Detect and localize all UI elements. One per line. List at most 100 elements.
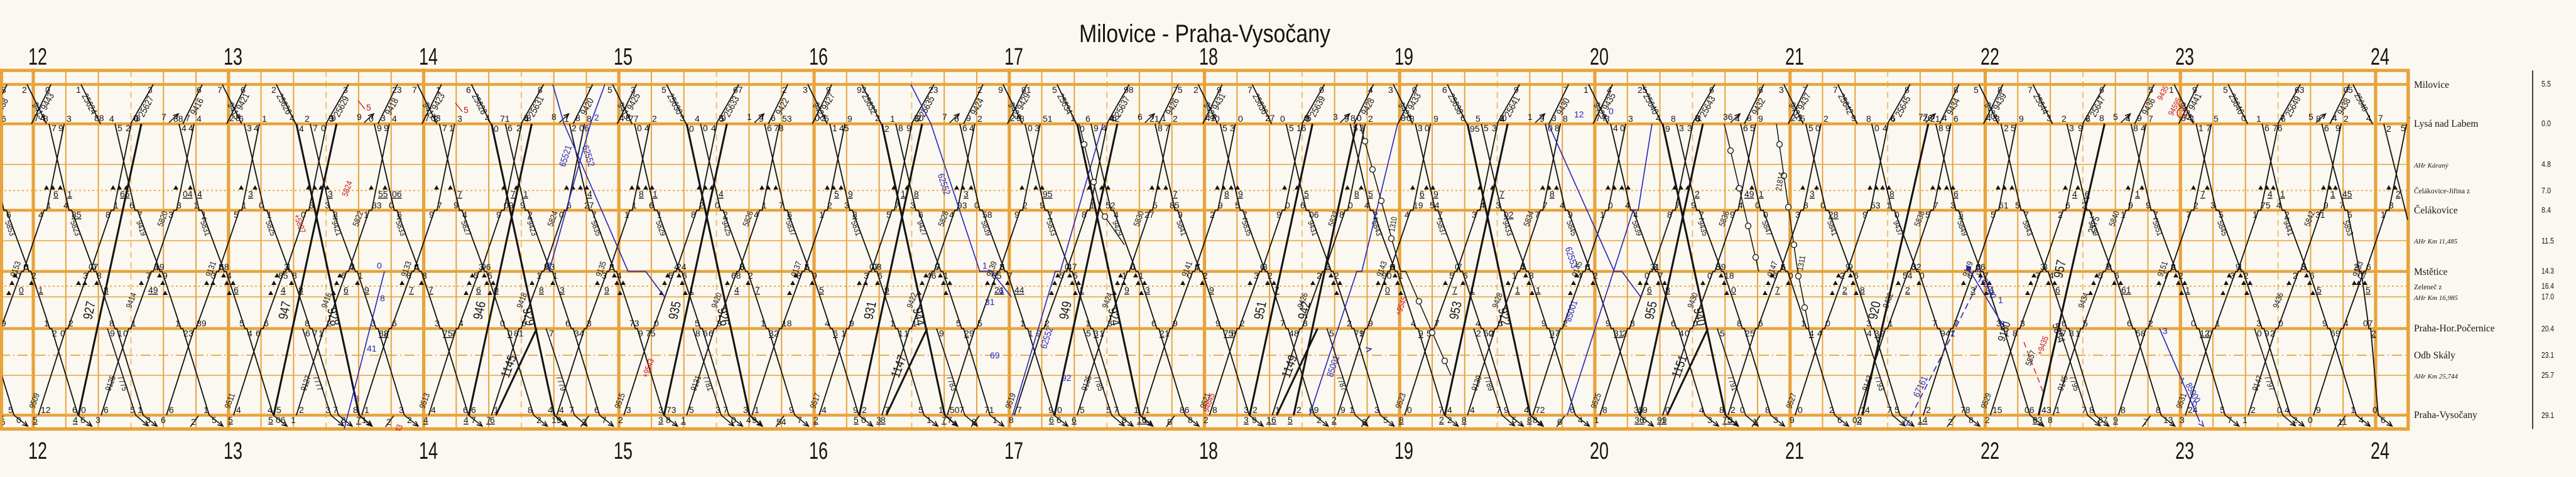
svg-text:4: 4	[299, 124, 304, 134]
svg-text:8: 8	[333, 210, 338, 220]
svg-text:5: 5	[918, 405, 923, 415]
svg-text:4: 4	[1809, 328, 1814, 338]
svg-text:16: 16	[809, 438, 828, 464]
svg-text:0: 0	[815, 113, 820, 123]
svg-text:0: 0	[2257, 328, 2262, 338]
svg-text:32: 32	[1911, 262, 1921, 272]
svg-text:12: 12	[28, 438, 47, 464]
svg-text:6: 6	[466, 85, 471, 95]
svg-text:8: 8	[341, 415, 346, 425]
svg-text:9: 9	[2171, 262, 2176, 272]
svg-text:2: 2	[1010, 113, 1015, 123]
svg-text:4: 4	[1480, 200, 1485, 210]
svg-text:2: 2	[126, 123, 131, 133]
svg-text:2: 2	[884, 124, 889, 134]
svg-text:0: 0	[16, 271, 21, 281]
svg-text:68: 68	[219, 262, 229, 272]
svg-text:8: 8	[1719, 405, 1724, 415]
svg-text:9: 9	[939, 328, 944, 338]
svg-text:6: 6	[954, 114, 959, 124]
svg-text:1: 1	[819, 210, 824, 220]
svg-text:9: 9	[1606, 318, 1611, 328]
svg-text:2: 2	[964, 328, 969, 338]
svg-text:8: 8	[538, 85, 543, 95]
svg-text:4: 4	[1364, 200, 1369, 210]
svg-text:1: 1	[1070, 113, 1075, 123]
svg-text:7: 7	[1435, 318, 1440, 328]
svg-text:7: 7	[1499, 189, 1504, 199]
svg-text:3: 3	[803, 85, 808, 95]
svg-text:2: 2	[875, 113, 880, 123]
svg-text:9: 9	[2335, 328, 2340, 338]
svg-text:4: 4	[1289, 328, 1294, 338]
svg-text:Praha-Hor.Počernice: Praha-Hor.Počernice	[2414, 323, 2495, 334]
svg-text:2: 2	[1253, 405, 1258, 415]
svg-text:6: 6	[2085, 189, 2090, 199]
svg-text:3: 3	[136, 113, 141, 123]
svg-text:0: 0	[1820, 200, 1825, 210]
svg-text:2: 2	[1948, 417, 1953, 427]
svg-text:1: 1	[761, 318, 766, 328]
svg-text:1: 1	[1085, 318, 1090, 328]
svg-text:6: 6	[999, 286, 1004, 296]
svg-text:1: 1	[1028, 328, 1033, 338]
svg-text:Praha-Vysočany: Praha-Vysočany	[2414, 410, 2477, 421]
svg-text:Milovice - Praha-Vysočany: Milovice - Praha-Vysočany	[1079, 20, 1330, 48]
svg-text:6: 6	[2065, 200, 2070, 210]
svg-text:2: 2	[1976, 262, 1981, 272]
svg-text:53: 53	[782, 114, 792, 124]
svg-text:8: 8	[1231, 328, 1236, 338]
svg-text:4: 4	[1470, 405, 1475, 415]
svg-text:4: 4	[197, 189, 202, 199]
svg-text:0: 0	[1407, 405, 1412, 415]
svg-text:2: 2	[1203, 271, 1208, 281]
svg-text:6: 6	[1773, 271, 1778, 281]
svg-text:5: 5	[2148, 85, 2153, 95]
svg-text:2: 2	[1842, 285, 1847, 295]
svg-text:6: 6	[1758, 318, 1763, 328]
svg-text:2: 2	[977, 85, 982, 95]
svg-text:6: 6	[2381, 415, 2386, 425]
svg-text:8: 8	[1997, 85, 2003, 95]
svg-text:5: 5	[228, 415, 233, 425]
svg-text:78: 78	[774, 123, 784, 133]
svg-text:5: 5	[1235, 200, 1240, 210]
svg-text:5: 5	[977, 318, 982, 328]
svg-text:9: 9	[935, 262, 940, 272]
svg-text:9: 9	[454, 200, 459, 210]
svg-text:1: 1	[67, 189, 72, 199]
svg-text:9: 9	[1643, 405, 1648, 415]
svg-text:7: 7	[587, 85, 592, 95]
svg-text:2: 2	[572, 123, 577, 133]
svg-text:9: 9	[1418, 328, 1423, 338]
svg-text:7: 7	[942, 415, 947, 425]
svg-text:9: 9	[2137, 113, 2142, 123]
svg-text:2: 2	[1489, 328, 1494, 338]
svg-text:8: 8	[2099, 113, 2104, 123]
svg-text:7: 7	[2148, 114, 2153, 124]
svg-text:Čelákovice-Jiřina z: Čelákovice-Jiřina z	[2414, 186, 2470, 195]
svg-text:73: 73	[629, 318, 639, 328]
svg-text:0: 0	[2372, 405, 2378, 415]
svg-text:28: 28	[1829, 210, 1839, 220]
svg-text:6: 6	[264, 318, 269, 328]
svg-text:5: 5	[1750, 328, 1755, 338]
svg-text:5.5: 5.5	[2541, 80, 2551, 88]
svg-text:3: 3	[371, 318, 376, 328]
svg-text:6: 6	[918, 210, 923, 220]
svg-text:1: 1	[1998, 295, 2003, 305]
svg-text:7: 7	[1114, 405, 1119, 415]
svg-text:9643: 9643	[390, 423, 405, 441]
svg-text:2: 2	[582, 417, 587, 427]
svg-text:8: 8	[1224, 189, 1229, 199]
svg-text:6: 6	[1131, 262, 1136, 272]
svg-text:3: 3	[399, 405, 404, 415]
svg-text:2: 2	[1840, 271, 1845, 281]
svg-text:7: 7	[2163, 271, 2168, 281]
svg-text:7: 7	[884, 405, 889, 415]
svg-text:9: 9	[384, 123, 389, 133]
svg-text:8: 8	[1303, 318, 1308, 328]
svg-text:3: 3	[248, 189, 253, 199]
svg-text:AHr Km 11,485: AHr Km 11,485	[2413, 238, 2458, 245]
svg-text:2: 2	[1317, 271, 1322, 281]
